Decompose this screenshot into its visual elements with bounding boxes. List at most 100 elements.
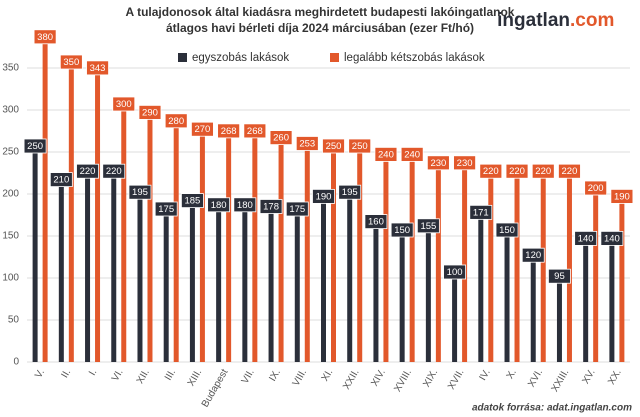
bar [540,177,546,362]
bar [583,244,589,362]
data-label-text: 210 [53,175,69,186]
data-label-text: 220 [483,166,499,177]
data-label-box [233,197,257,213]
source-note: adatok forrása: adat.ingatlan.com [472,403,632,414]
chart-title: átlagos havi bérleti díja 2024 márciusáb… [166,21,474,35]
data-label-box [59,54,83,70]
bar [321,202,326,362]
data-label-box [521,247,545,263]
bar [147,118,153,363]
logo: ingatlan [497,10,570,31]
bar [294,215,300,362]
data-label-text: 178 [263,201,279,212]
bar [199,135,205,362]
data-label-text: 260 [273,133,289,144]
data-label-text: 253 [299,138,315,149]
data-label-box [453,155,476,171]
data-label: 270 [191,121,214,137]
data-label-text: 200 [588,183,604,194]
y-tick-label: 150 [2,231,19,242]
y-tick-label: 100 [2,273,19,284]
data-label-box [128,184,152,200]
bar [593,194,599,362]
bar [514,177,520,362]
data-label-text: 190 [316,191,332,202]
data-label-text: 100 [447,267,463,278]
data-label: 120 [521,247,545,263]
data-label: 268 [217,123,241,139]
data-label-box [495,222,519,238]
bar [530,261,536,362]
data-label: 195 [338,184,362,200]
data-label-text: 240 [404,149,420,160]
data-label-box [479,163,503,179]
bar [347,198,353,362]
bar [58,185,64,362]
data-label-text: 195 [342,187,358,198]
data-label-text: 171 [473,207,489,218]
data-label-box [154,201,178,217]
data-label-text: 280 [168,116,184,127]
data-label: 230 [453,155,476,171]
data-label-text: 220 [535,166,551,177]
y-tick-label: 350 [2,63,19,74]
x-tick-label: XIV. [369,367,388,388]
bar [357,152,363,362]
data-label-box [102,163,126,179]
data-label: 140 [600,230,624,246]
data-label: 180 [233,197,257,213]
bar [331,152,336,362]
data-label: 160 [364,214,388,230]
data-label-text: 155 [420,221,436,232]
data-label: 240 [400,146,424,162]
data-label: 155 [416,218,440,234]
data-label: 260 [269,130,293,146]
data-label-box [584,180,608,196]
data-label-box [295,136,319,151]
data-label: 195 [128,184,152,200]
x-tick-label: II. [60,367,74,380]
data-label: 140 [574,230,598,246]
bar [173,126,179,362]
bar [268,212,274,362]
data-label: 220 [558,163,581,179]
x-tick-label: XVII. [446,367,466,391]
data-label-text: 180 [237,200,253,211]
data-label-box [217,123,241,139]
bar [452,278,458,362]
data-label-box [505,163,529,179]
bar [619,202,625,362]
data-label-text: 150 [499,225,515,236]
x-tick-label: I. [87,367,99,377]
y-tick-label: 0 [13,357,19,368]
bar [252,136,258,362]
data-label-box [138,105,162,120]
data-label-text: 150 [394,225,410,236]
data-label: 350 [59,54,83,70]
bar [137,198,143,362]
legend-label: egyszobás lakások [192,52,289,64]
x-tick-label: XII. [135,367,152,386]
data-label-box [469,204,493,220]
data-label-text: 140 [604,233,620,244]
data-label-text: 230 [457,158,473,169]
x-tick-label: VIII. [291,367,309,388]
data-label: 300 [112,96,136,112]
data-label-box [364,214,388,230]
x-tick-label: III. [163,367,178,382]
x-tick-label: XVI. [526,367,545,389]
bar [121,110,127,362]
data-label-box [49,172,73,188]
data-label: 180 [207,197,231,213]
data-label-box [426,155,450,171]
data-label-box [207,197,231,213]
logo: .com [570,10,614,31]
bar [399,236,405,362]
data-label-text: 250 [27,141,43,152]
data-label: 190 [610,188,634,204]
data-label: 250 [322,138,345,154]
bar [68,68,74,362]
x-tick-label: IX. [267,367,283,383]
data-label: 190 [312,188,335,204]
data-label-box [285,201,309,217]
